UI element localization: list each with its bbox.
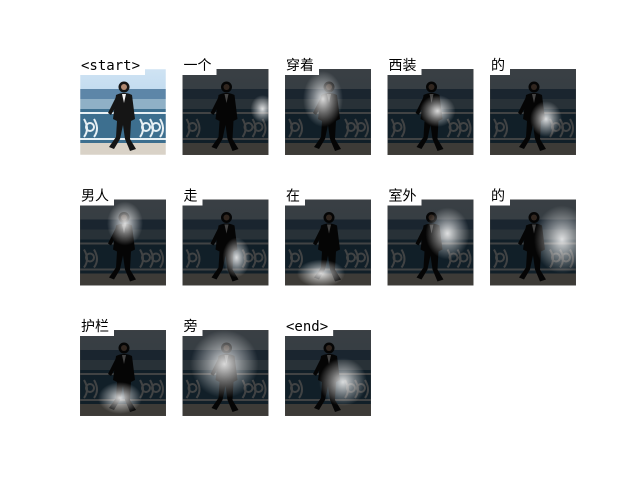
word-label: 室外 xyxy=(389,188,417,205)
label-background xyxy=(80,316,114,336)
label-background xyxy=(80,185,114,206)
attention-cell: 走 xyxy=(181,185,270,287)
attention-spot xyxy=(425,207,470,260)
label-background xyxy=(490,185,510,206)
attention-cell: 男人 xyxy=(79,185,167,287)
label-background xyxy=(182,316,203,336)
attention-spot xyxy=(222,237,251,278)
word-label: 的 xyxy=(491,189,505,205)
attention-spot xyxy=(534,205,590,274)
label-background xyxy=(285,185,305,206)
word-label: 旁 xyxy=(184,318,198,335)
word-label: 穿着 xyxy=(286,58,314,74)
attention-spot xyxy=(98,382,142,414)
label-background xyxy=(285,55,319,75)
attention-cell: 室外 xyxy=(386,185,475,287)
word-label: 男人 xyxy=(81,189,109,205)
attention-cell: 穿着 xyxy=(284,55,372,156)
attention-cell: 的 xyxy=(489,55,577,156)
attention-cell: 在 xyxy=(284,185,372,288)
label-background xyxy=(80,55,146,75)
word-label: 护栏 xyxy=(81,319,109,335)
attention-spot xyxy=(530,101,562,137)
word-label: 一个 xyxy=(184,58,212,74)
label-background xyxy=(285,316,334,336)
attention-cell: <end> xyxy=(284,316,372,417)
word-label: 的 xyxy=(491,58,505,74)
attention-cell: 护栏 xyxy=(79,316,167,417)
attention-spot xyxy=(303,71,343,127)
attention-spot xyxy=(250,95,275,123)
word-label: <end> xyxy=(286,319,328,335)
image xyxy=(79,68,167,156)
attention-spot xyxy=(190,330,259,398)
attention-spot xyxy=(419,95,456,127)
dark-overlay xyxy=(182,199,269,286)
attention-cell: 一个 xyxy=(181,55,275,156)
label-background xyxy=(387,55,422,75)
attention-spot xyxy=(107,201,143,246)
attention-spot xyxy=(297,259,345,288)
word-label: 走 xyxy=(184,189,198,205)
label-background xyxy=(182,185,203,206)
attention-cell: 西装 xyxy=(386,55,475,156)
label-background xyxy=(490,55,510,75)
word-label: 西装 xyxy=(389,58,417,74)
label-background xyxy=(182,55,217,75)
attention-cell: 旁 xyxy=(181,316,270,417)
attention-cell: 的 xyxy=(489,185,590,287)
attention-spot xyxy=(319,358,367,406)
word-label: <start> xyxy=(81,58,140,74)
word-label: 在 xyxy=(286,189,300,205)
attention-cell: <start> xyxy=(79,55,167,156)
label-background xyxy=(387,185,422,206)
